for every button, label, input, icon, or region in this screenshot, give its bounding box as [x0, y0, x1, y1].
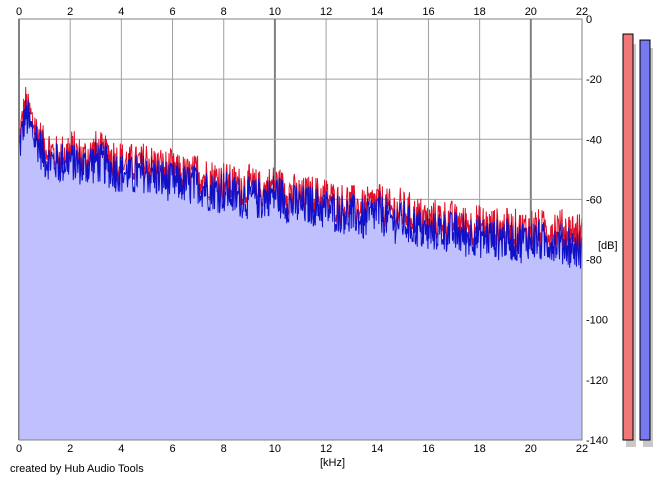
level-meter-left [622, 33, 636, 447]
x-tick-label-top-4: 8 [221, 6, 227, 18]
y-axis-label: [dB] [598, 240, 618, 252]
x-tick-label-top-1: 2 [67, 6, 73, 18]
x-tick-label-top-10: 20 [525, 6, 537, 18]
x-tick-label-bottom-6: 12 [320, 443, 332, 455]
x-tick-label-top-7: 14 [371, 6, 383, 18]
credit-text: created by Hub Audio Tools [10, 463, 144, 475]
x-tick-label-bottom-1: 2 [67, 443, 73, 455]
x-tick-label-bottom-8: 16 [422, 443, 434, 455]
y-tick-label-0: 0 [586, 14, 592, 26]
x-tick-label-top-0: 0 [16, 6, 22, 18]
x-tick-label-top-11: 22 [576, 6, 588, 18]
x-tick-label-bottom-7: 14 [371, 443, 383, 455]
y-tick-label-3: -60 [586, 194, 602, 206]
x-tick-label-top-3: 6 [169, 6, 175, 18]
y-tick-label-6: -120 [586, 375, 608, 387]
x-tick-labels-bottom: 0 2 4 6 8 10 12 14 16 18 20 22 [16, 443, 588, 455]
y-tick-label-5: -100 [586, 315, 608, 327]
y-tick-label-4: -80 [586, 255, 602, 267]
x-tick-label-bottom-2: 4 [118, 443, 124, 455]
x-axis-label: [kHz] [320, 457, 346, 469]
level-meter-right [639, 39, 653, 447]
x-tick-label-bottom-5: 10 [269, 443, 281, 455]
x-tick-label-top-5: 10 [269, 6, 281, 18]
y-tick-label-2: -40 [586, 134, 602, 146]
y-tick-label-7: -140 [586, 435, 608, 447]
x-tick-label-top-9: 18 [474, 6, 486, 18]
x-tick-label-top-6: 12 [320, 6, 332, 18]
x-tick-label-bottom-11: 22 [576, 443, 588, 455]
x-tick-labels-top: 0 2 4 6 8 10 12 14 16 18 20 22 [16, 6, 588, 18]
x-tick-label-top-2: 4 [118, 6, 124, 18]
x-tick-label-bottom-10: 20 [525, 443, 537, 455]
y-tick-label-1: -20 [586, 74, 602, 86]
y-tick-labels: 0 -20 -40 -60 -80 -100 -120 -140 [586, 14, 608, 447]
x-tick-label-bottom-0: 0 [16, 443, 22, 455]
series-line-blue [18, 99, 583, 269]
x-tick-label-top-8: 16 [422, 6, 434, 18]
x-tick-label-bottom-4: 8 [221, 443, 227, 455]
level-meter-left-bar [622, 33, 634, 441]
x-tick-label-bottom-3: 6 [169, 443, 175, 455]
level-meter-right-bar [639, 39, 651, 441]
plot-frame [18, 18, 583, 441]
x-tick-label-bottom-9: 18 [474, 443, 486, 455]
